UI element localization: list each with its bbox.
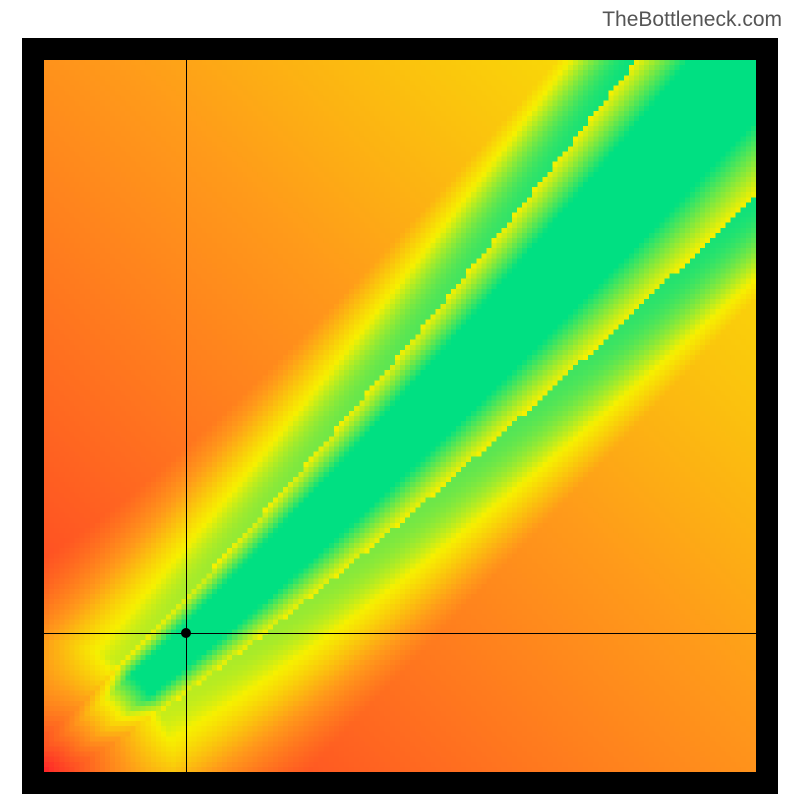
heatmap-border [22, 38, 778, 794]
crosshair-marker [181, 628, 191, 638]
crosshair-vertical [186, 60, 187, 772]
crosshair-horizontal [44, 633, 756, 634]
heatmap-canvas [44, 60, 756, 772]
watermark-text: TheBottleneck.com [602, 8, 782, 32]
